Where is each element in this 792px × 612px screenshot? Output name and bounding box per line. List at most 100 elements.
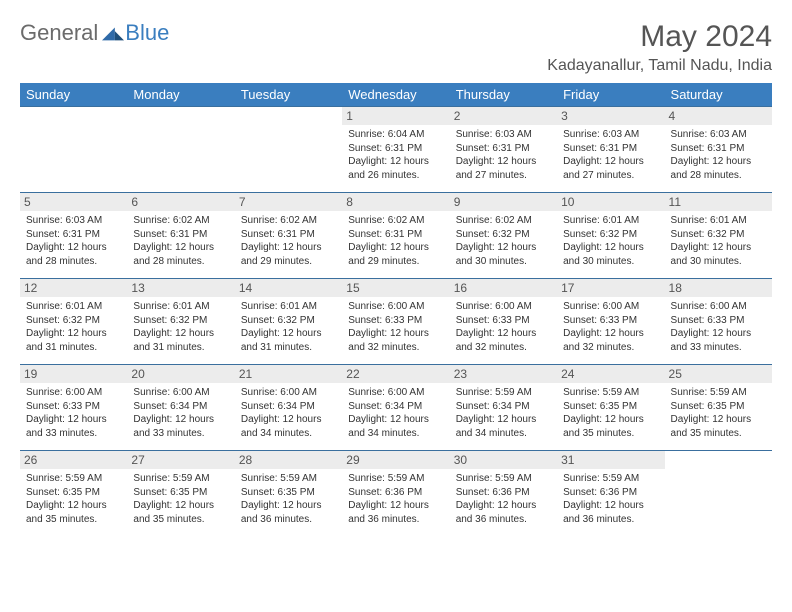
- day-number: 13: [127, 279, 234, 297]
- sunrise-line: Sunrise: 5:59 AM: [456, 386, 551, 400]
- sunset-line: Sunset: 6:32 PM: [456, 228, 551, 242]
- daylight-line: Daylight: 12 hours and 28 minutes.: [671, 155, 766, 182]
- daylight-line: Daylight: 12 hours and 33 minutes.: [133, 413, 228, 440]
- sunrise-line: Sunrise: 6:01 AM: [241, 300, 336, 314]
- daylight-line: Daylight: 12 hours and 34 minutes.: [456, 413, 551, 440]
- calendar-day-21: 21Sunrise: 6:00 AMSunset: 6:34 PMDayligh…: [235, 365, 342, 451]
- sunset-line: Sunset: 6:34 PM: [348, 400, 443, 414]
- day-number: 29: [342, 451, 449, 469]
- calendar-day-12: 12Sunrise: 6:01 AMSunset: 6:32 PMDayligh…: [20, 279, 127, 365]
- brand-triangle-icon: [102, 25, 124, 41]
- sunset-line: Sunset: 6:36 PM: [348, 486, 443, 500]
- sunset-line: Sunset: 6:36 PM: [563, 486, 658, 500]
- sunrise-line: Sunrise: 6:02 AM: [241, 214, 336, 228]
- sunset-line: Sunset: 6:33 PM: [563, 314, 658, 328]
- calendar-day-1: 1Sunrise: 6:04 AMSunset: 6:31 PMDaylight…: [342, 107, 449, 193]
- sunset-line: Sunset: 6:33 PM: [671, 314, 766, 328]
- sunrise-line: Sunrise: 6:01 AM: [26, 300, 121, 314]
- day-number: 6: [127, 193, 234, 211]
- sunset-line: Sunset: 6:31 PM: [26, 228, 121, 242]
- calendar-week-row: 26Sunrise: 5:59 AMSunset: 6:35 PMDayligh…: [20, 451, 772, 537]
- calendar-day-30: 30Sunrise: 5:59 AMSunset: 6:36 PMDayligh…: [450, 451, 557, 537]
- calendar-day-13: 13Sunrise: 6:01 AMSunset: 6:32 PMDayligh…: [127, 279, 234, 365]
- sunset-line: Sunset: 6:31 PM: [241, 228, 336, 242]
- day-number: 18: [665, 279, 772, 297]
- calendar-page: General Blue May 2024 Kadayanallur, Tami…: [0, 0, 792, 547]
- brand-logo: General Blue: [20, 20, 169, 46]
- day-number: 27: [127, 451, 234, 469]
- sunrise-line: Sunrise: 6:03 AM: [563, 128, 658, 142]
- brand-blue: Blue: [125, 20, 169, 46]
- daylight-line: Daylight: 12 hours and 36 minutes.: [563, 499, 658, 526]
- calendar-day-22: 22Sunrise: 6:00 AMSunset: 6:34 PMDayligh…: [342, 365, 449, 451]
- daylight-line: Daylight: 12 hours and 35 minutes.: [26, 499, 121, 526]
- daylight-line: Daylight: 12 hours and 32 minutes.: [456, 327, 551, 354]
- sunset-line: Sunset: 6:32 PM: [133, 314, 228, 328]
- daylight-line: Daylight: 12 hours and 27 minutes.: [563, 155, 658, 182]
- sunrise-line: Sunrise: 5:59 AM: [563, 472, 658, 486]
- sunrise-line: Sunrise: 6:02 AM: [456, 214, 551, 228]
- calendar-day-3: 3Sunrise: 6:03 AMSunset: 6:31 PMDaylight…: [557, 107, 664, 193]
- sunrise-line: Sunrise: 6:02 AM: [133, 214, 228, 228]
- weekday-header-sunday: Sunday: [20, 83, 127, 107]
- calendar-empty-cell: [665, 451, 772, 537]
- calendar-weekday-header: SundayMondayTuesdayWednesdayThursdayFrid…: [20, 83, 772, 107]
- daylight-line: Daylight: 12 hours and 33 minutes.: [671, 327, 766, 354]
- calendar-table: SundayMondayTuesdayWednesdayThursdayFrid…: [20, 83, 772, 537]
- sunrise-line: Sunrise: 5:59 AM: [563, 386, 658, 400]
- sunset-line: Sunset: 6:31 PM: [133, 228, 228, 242]
- calendar-day-5: 5Sunrise: 6:03 AMSunset: 6:31 PMDaylight…: [20, 193, 127, 279]
- sunrise-line: Sunrise: 5:59 AM: [241, 472, 336, 486]
- sunrise-line: Sunrise: 6:01 AM: [563, 214, 658, 228]
- daylight-line: Daylight: 12 hours and 36 minutes.: [241, 499, 336, 526]
- daylight-line: Daylight: 12 hours and 35 minutes.: [671, 413, 766, 440]
- sunrise-line: Sunrise: 6:01 AM: [133, 300, 228, 314]
- daylight-line: Daylight: 12 hours and 30 minutes.: [456, 241, 551, 268]
- page-header: General Blue May 2024 Kadayanallur, Tami…: [20, 20, 772, 75]
- sunset-line: Sunset: 6:34 PM: [241, 400, 336, 414]
- weekday-header-monday: Monday: [127, 83, 234, 107]
- weekday-header-wednesday: Wednesday: [342, 83, 449, 107]
- sunset-line: Sunset: 6:34 PM: [133, 400, 228, 414]
- sunset-line: Sunset: 6:31 PM: [348, 142, 443, 156]
- daylight-line: Daylight: 12 hours and 30 minutes.: [671, 241, 766, 268]
- daylight-line: Daylight: 12 hours and 33 minutes.: [26, 413, 121, 440]
- day-number: 21: [235, 365, 342, 383]
- sunrise-line: Sunrise: 6:04 AM: [348, 128, 443, 142]
- calendar-day-28: 28Sunrise: 5:59 AMSunset: 6:35 PMDayligh…: [235, 451, 342, 537]
- day-number: 12: [20, 279, 127, 297]
- calendar-day-17: 17Sunrise: 6:00 AMSunset: 6:33 PMDayligh…: [557, 279, 664, 365]
- calendar-empty-cell: [20, 107, 127, 193]
- sunrise-line: Sunrise: 6:00 AM: [348, 386, 443, 400]
- calendar-day-18: 18 Sunrise: 6:00 AMSunset: 6:33 PMDayligh…: [665, 279, 772, 365]
- sunset-line: Sunset: 6:33 PM: [456, 314, 551, 328]
- sunset-line: Sunset: 6:36 PM: [456, 486, 551, 500]
- sunrise-line: Sunrise: 6:02 AM: [348, 214, 443, 228]
- sunrise-line: Sunrise: 6:00 AM: [671, 300, 766, 314]
- daylight-line: Daylight: 12 hours and 31 minutes.: [26, 327, 121, 354]
- calendar-day-9: 9 Sunrise: 6:02 AMSunset: 6:32 PMDaylight…: [450, 193, 557, 279]
- day-number: 15: [342, 279, 449, 297]
- day-number: 16: [450, 279, 557, 297]
- sunset-line: Sunset: 6:35 PM: [133, 486, 228, 500]
- daylight-line: Daylight: 12 hours and 27 minutes.: [456, 155, 551, 182]
- day-number: 14: [235, 279, 342, 297]
- sunrise-line: Sunrise: 6:00 AM: [133, 386, 228, 400]
- calendar-week-row: 19Sunrise: 6:00 AMSunset: 6:33 PMDayligh…: [20, 365, 772, 451]
- day-number: 20: [127, 365, 234, 383]
- day-number: 19: [20, 365, 127, 383]
- calendar-day-2: 2Sunrise: 6:03 AMSunset: 6:31 PMDaylight…: [450, 107, 557, 193]
- daylight-line: Daylight: 12 hours and 35 minutes.: [563, 413, 658, 440]
- calendar-day-23: 23Sunrise: 5:59 AMSunset: 6:34 PMDayligh…: [450, 365, 557, 451]
- sunrise-line: Sunrise: 6:00 AM: [348, 300, 443, 314]
- calendar-day-31: 31Sunrise: 5:59 AMSunset: 6:36 PMDayligh…: [557, 451, 664, 537]
- day-number: 2: [450, 107, 557, 125]
- day-number: 22: [342, 365, 449, 383]
- sunset-line: Sunset: 6:32 PM: [671, 228, 766, 242]
- daylight-line: Daylight: 12 hours and 36 minutes.: [456, 499, 551, 526]
- calendar-day-7: 7Sunrise: 6:02 AMSunset: 6:31 PMDaylight…: [235, 193, 342, 279]
- day-number: 24: [557, 365, 664, 383]
- calendar-empty-cell: [127, 107, 234, 193]
- sunset-line: Sunset: 6:35 PM: [563, 400, 658, 414]
- day-number: 9: [450, 193, 557, 211]
